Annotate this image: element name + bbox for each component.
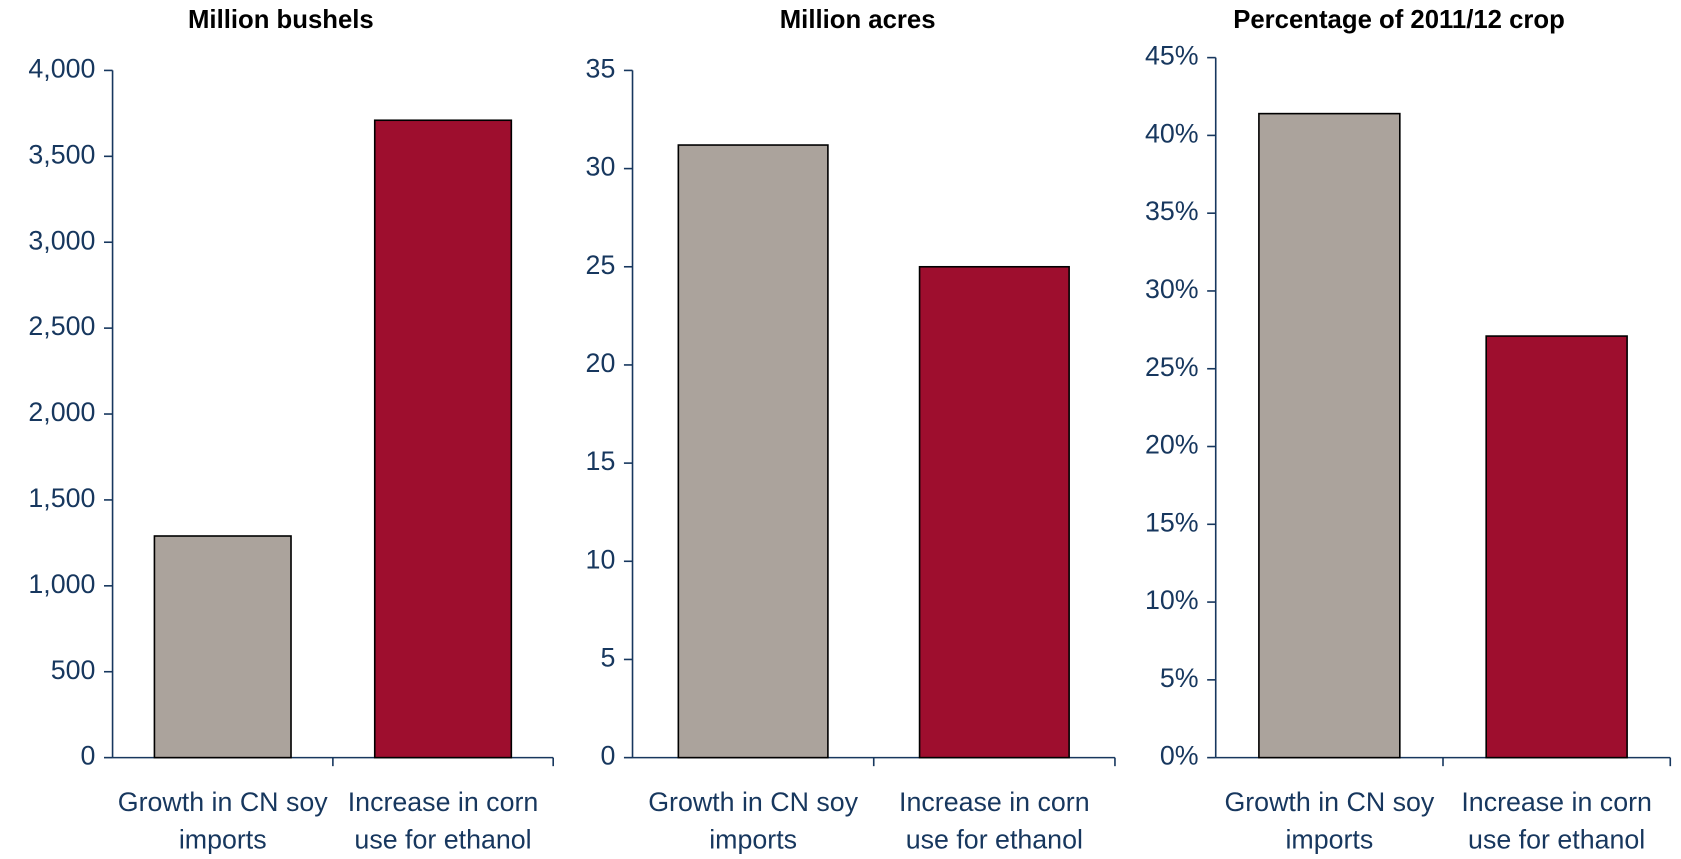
y-tick-label: 15% bbox=[1145, 507, 1199, 537]
y-tick-label: 0 bbox=[81, 741, 96, 771]
x-tick-label: Growth in CN soy imports bbox=[1224, 787, 1434, 854]
y-tick-label: 20 bbox=[586, 348, 616, 378]
y-tick-label: 5% bbox=[1160, 663, 1199, 693]
chart-title: Percentage of 2011/12 crop bbox=[1233, 6, 1565, 34]
x-tick-label: Growth in CN soy imports bbox=[118, 787, 328, 854]
y-tick-label: 4,000 bbox=[28, 54, 95, 84]
y-tick-label: 10 bbox=[586, 544, 616, 574]
y-tick-label: 2,000 bbox=[28, 397, 95, 427]
bar bbox=[153, 535, 292, 759]
bar bbox=[373, 119, 513, 759]
y-tick-label: 30% bbox=[1145, 274, 1199, 304]
x-tick-label: Increase in corn use for ethanol bbox=[899, 787, 1090, 854]
y-tick-label: 3,000 bbox=[28, 225, 95, 255]
y-tick-label: 0 bbox=[600, 741, 615, 771]
chart-title: Million bushels bbox=[188, 6, 374, 34]
y-tick-label: 35 bbox=[586, 54, 616, 84]
bar bbox=[1485, 335, 1628, 759]
y-tick-label: 35% bbox=[1145, 196, 1199, 226]
y-tick-label: 15 bbox=[586, 446, 616, 476]
y-tick-label: 45% bbox=[1145, 41, 1199, 71]
y-tick-label: 10% bbox=[1145, 585, 1199, 615]
y-tick-label: 30 bbox=[586, 152, 616, 182]
y-tick-label: 1,000 bbox=[28, 569, 95, 599]
y-tick-label: 25 bbox=[586, 250, 616, 280]
y-tick-label: 3,500 bbox=[28, 139, 95, 169]
x-tick-label: Growth in CN soy imports bbox=[648, 787, 858, 854]
x-tick-label: Increase in corn use for ethanol bbox=[1461, 787, 1652, 854]
y-tick-label: 5 bbox=[600, 643, 615, 673]
bar bbox=[918, 265, 1070, 759]
y-tick-label: 2,500 bbox=[28, 311, 95, 341]
y-tick-label: 25% bbox=[1145, 352, 1199, 382]
bar bbox=[677, 144, 829, 759]
y-tick-label: 0% bbox=[1160, 741, 1199, 771]
y-tick-label: 500 bbox=[51, 655, 96, 685]
x-tick-label: Increase in corn use for ethanol bbox=[348, 787, 539, 854]
y-tick-label: 20% bbox=[1145, 430, 1199, 460]
y-tick-label: 1,500 bbox=[28, 483, 95, 513]
bar bbox=[1258, 112, 1401, 759]
y-tick-label: 40% bbox=[1145, 119, 1199, 149]
chart-title: Million acres bbox=[780, 6, 936, 34]
